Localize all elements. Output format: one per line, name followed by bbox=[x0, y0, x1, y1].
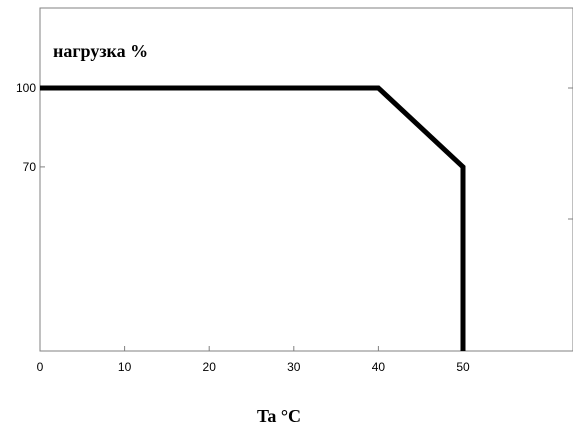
y-axis-label: нагрузка % bbox=[53, 41, 148, 61]
x-tick-label: 50 bbox=[456, 360, 470, 374]
series-line-load bbox=[40, 85, 466, 351]
y-tick-label: 100 bbox=[16, 81, 36, 95]
y-tick-label: 70 bbox=[23, 160, 37, 174]
y-axis-ticks: 70 100 bbox=[16, 81, 45, 174]
right-axis-ticks bbox=[568, 87, 573, 220]
x-tick-label: 10 bbox=[118, 360, 132, 374]
x-axis-ticks: 0 10 20 30 40 50 bbox=[37, 346, 470, 374]
x-tick-label: 20 bbox=[203, 360, 217, 374]
x-axis-label: Ta °C bbox=[257, 406, 301, 426]
x-tick-label: 40 bbox=[372, 360, 386, 374]
x-tick-label: 30 bbox=[287, 360, 301, 374]
plot-frame bbox=[39, 7, 573, 352]
x-tick-label: 0 bbox=[37, 360, 44, 374]
